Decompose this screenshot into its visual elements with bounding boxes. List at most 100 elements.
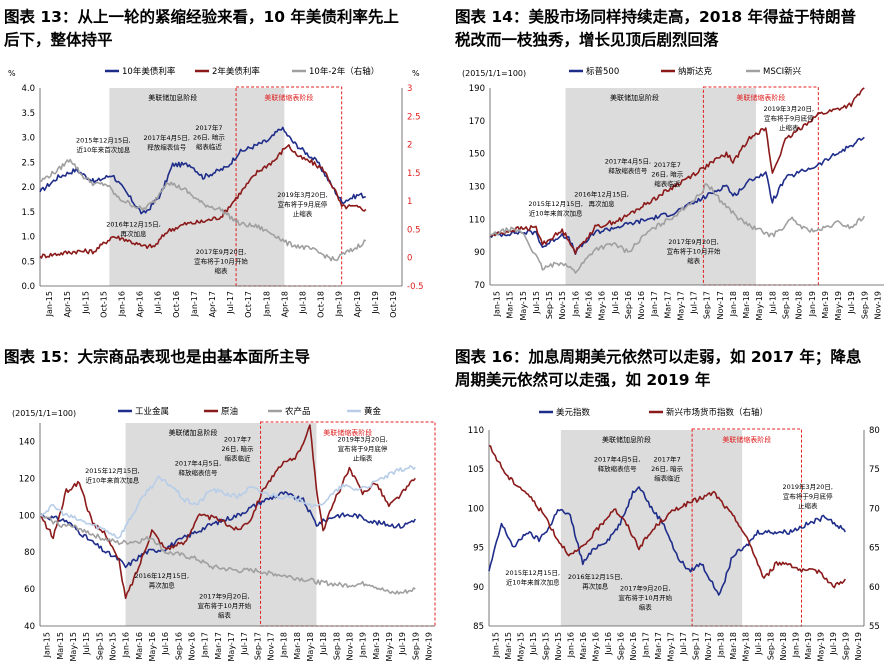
x-tick-label: Jul-17: [226, 291, 235, 315]
annotation-text: 缩表: [687, 256, 701, 265]
y-tick-label: 130: [469, 183, 485, 193]
annotation-text: 2017年9月20日,: [196, 247, 247, 256]
x-tick-label: Mar-16: [135, 632, 144, 660]
series-line-2: [39, 158, 367, 262]
y-right-tick-label: 0.5: [407, 225, 421, 235]
y-tick-label: 2.5: [21, 158, 35, 168]
y-unit-label: %: [8, 69, 16, 78]
y-unit-label: (2015/1/1=100): [462, 69, 526, 78]
x-tick-label: May-18: [755, 291, 764, 320]
x-tick-label: Apr-17: [208, 291, 217, 317]
hike-zone: [125, 423, 317, 626]
annotation-text: 2016年12月15日,: [106, 220, 161, 229]
annotation-text: 近10年来首次加息: [529, 209, 583, 218]
legend-label: 10年美债利率: [122, 66, 176, 77]
legend-label: 原油: [221, 406, 238, 417]
y-tick-label: 150: [469, 150, 485, 160]
annotation-text: 缩表临近: [225, 453, 252, 462]
x-tick-label: Nov-16: [187, 632, 196, 660]
x-tick-label: Sep-15: [545, 291, 554, 319]
annotation-text: 宣布将于9月底停: [338, 444, 388, 453]
annotation-text: 26日, 暗示: [651, 169, 683, 178]
x-tick-label: Sep-16: [624, 291, 633, 319]
panel-15-title: 图表 15：大宗商品表现也是由基本面所主导: [4, 346, 310, 369]
x-tick-label: Nov-15: [108, 632, 117, 660]
annotation-text: 释放缩表信号: [179, 468, 219, 477]
annotation-text: 宣布将于10月开始: [197, 601, 251, 610]
hike-zone: [109, 88, 285, 286]
y-tick-label: 3.5: [21, 109, 35, 119]
y-unit-label: (2015/1/1=100): [12, 409, 76, 418]
y-tick-label: 105: [468, 465, 484, 475]
x-tick-label: Mar-18: [742, 291, 751, 319]
annotation-text: 再次加息: [121, 229, 148, 238]
x-tick-label: Jul-15: [529, 632, 538, 656]
x-tick-label: Jan-19: [808, 291, 817, 317]
x-tick-label: Jul-17: [679, 632, 688, 656]
x-tick-label: May-17: [676, 291, 685, 320]
legend-label: 2年美债利率: [212, 66, 260, 77]
x-tick-label: Jul-16: [154, 291, 163, 315]
legend-label: 工业金属: [135, 406, 169, 417]
x-tick-label: Mar-17: [654, 632, 663, 660]
x-tick-label: Mar-16: [585, 291, 594, 319]
x-tick-label: Jan-16: [571, 291, 580, 317]
legend-label: 纳斯达克: [678, 66, 713, 77]
annotation-text: 2016年12月15日,: [568, 572, 623, 581]
y-right-tick-label: 55: [869, 622, 880, 632]
x-tick-label: Mar-18: [729, 632, 738, 660]
x-tick-label: Nov-19: [854, 632, 863, 660]
annotation-text: 2017年7: [654, 454, 681, 463]
x-tick-label: Jul-15: [81, 291, 90, 315]
x-tick-label: Nov-15: [558, 291, 567, 319]
x-tick-label: May-15: [69, 632, 78, 661]
chart-14: 美联储加息阶段 美联储缩表阶段 70 90 110 130 150 170 190 (2015/1…: [462, 66, 884, 320]
chart-13: 美联储加息阶段 美联储缩表阶段 0.0 0.5 1.0 1.5 2.0 2.5 3.0 3.5 4.…: [8, 66, 424, 318]
x-tick-label: Oct-17: [244, 291, 253, 318]
y-tick-label: 110: [469, 215, 485, 225]
legend-label: 标普500: [586, 66, 619, 77]
x-tick-label: May-16: [591, 632, 600, 661]
series-line-0: [39, 126, 366, 215]
x-tick-label: Mar-19: [372, 632, 381, 660]
x-tick-label: May-18: [306, 632, 315, 661]
panel-13-title: 图表 13：从上一轮的紧缩经验来看，10 年美债利率先上 后下，整体持平: [4, 6, 399, 52]
annotation-text: 26日, 暗示: [651, 464, 683, 473]
hike-zone-label: 美联储加息阶段: [169, 428, 218, 437]
x-tick-label: Jan-17: [190, 291, 199, 317]
series-line-1: [488, 444, 846, 589]
x-tick-label: Jul-16: [161, 632, 170, 656]
annotation-text: 释放缩表信号: [147, 142, 187, 151]
x-tick-label: Jan-19: [335, 291, 344, 317]
annotation-text: 26日, 暗示: [222, 444, 254, 453]
x-tick-label: Jul-17: [690, 291, 699, 315]
annotation-text: 2015年12月15日,: [505, 568, 560, 577]
annotation-text: 再次加息: [582, 581, 609, 590]
panel-16: 图表 16：加息周期美元依然可以走弱，如 2017 年；降息 周期美元依然可以走…: [447, 336, 894, 671]
legend-label: 黄金: [364, 406, 382, 417]
x-tick-label: Jan-15: [493, 291, 502, 317]
legend-label: 新兴市场货币指数（右轴）: [666, 407, 768, 418]
panel-13: 图表 13：从上一轮的紧缩经验来看，10 年美债利率先上 后下，整体持平 美联储…: [0, 0, 447, 335]
x-tick-label: May-17: [666, 632, 675, 661]
annotation-text: 缩表临近: [196, 142, 223, 151]
x-tick-label: Apr-18: [280, 291, 289, 317]
x-tick-label: Sep-17: [691, 632, 700, 660]
x-tick-label: Sep-17: [703, 291, 712, 319]
x-tick-label: Jul-19: [829, 632, 838, 656]
panel-16-title: 图表 16：加息周期美元依然可以走弱，如 2017 年；降息 周期美元依然可以走…: [455, 346, 861, 392]
x-tick-label: May-16: [598, 291, 607, 320]
x-tick-label: Nov-19: [424, 632, 433, 660]
x-tick-label: Jul-16: [611, 291, 620, 315]
y-tick-label: 170: [469, 117, 485, 127]
y-tick-label: 40: [24, 622, 35, 632]
taper-zone-label: 美联储缩表阶段: [323, 428, 372, 437]
x-tick-label: Jan-18: [280, 632, 289, 658]
y-right-tick-label: 0: [407, 254, 412, 264]
y-tick-label: 140: [19, 437, 35, 447]
chart-16: 美联储加息阶段 美联储缩表阶段 85 90 95 100 105 110 55 60 65 70 75 8…: [468, 407, 880, 661]
legend-label: 美元指数: [556, 407, 591, 418]
y-right-tick-label: -0.5: [407, 282, 424, 292]
x-tick-label: Jan-17: [650, 291, 659, 317]
x-tick-label: Sep-19: [411, 632, 420, 660]
